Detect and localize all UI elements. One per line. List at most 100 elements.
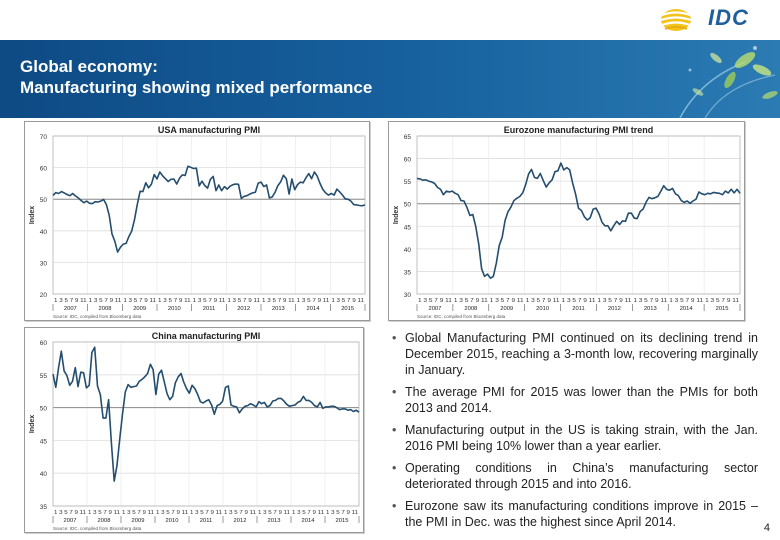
- x-month-tick-label: 1 3 5 7 9 11: [331, 298, 364, 304]
- y-tick-label: 40: [40, 229, 48, 236]
- plot-border: [52, 135, 366, 295]
- usa-pmi-chart: 20 30 40 50 60 70 USA manufacturing PMI Index 1 …: [24, 121, 370, 321]
- bullet-item: • The average PMI for 2015 was lower than…: [392, 384, 758, 416]
- x-month-tick-label: 1 3 5 7 9 11: [89, 298, 122, 304]
- x-month-tick-label: 1 3 5 7 9 11: [597, 298, 631, 304]
- title-banner: Global economy: Manufacturing showing mi…: [0, 40, 780, 118]
- x-year-label: 2011: [200, 518, 212, 524]
- x-month-tick-label: 1 3 5 7 9 11: [705, 298, 739, 304]
- y-tick-label: 45: [404, 224, 412, 231]
- x-year-label: 2010: [536, 306, 549, 312]
- plot-border: [416, 135, 741, 295]
- y-tick-label: 60: [404, 157, 412, 164]
- y-tick-label: 35: [404, 269, 412, 276]
- x-month-tick-label: 1 3 5 7 9 11: [526, 298, 560, 304]
- x-month-tick-label: 1 3 5 7 9 11: [224, 510, 256, 516]
- x-month-tick-label: 1 3 5 7 9 11: [54, 298, 87, 304]
- x-month-tick-label: 1 3 5 7 9 11: [156, 510, 188, 516]
- chart-title: USA manufacturing PMI: [158, 125, 260, 135]
- x-month-tick-label: 1 3 5 7 9 11: [190, 510, 222, 516]
- series-line: [52, 346, 360, 482]
- x-year-label: 2007: [428, 306, 441, 312]
- y-tick-label: 50: [404, 202, 412, 209]
- x-month-tick-label: 1 3 5 7 9 11: [297, 298, 330, 304]
- x-year-label: 2015: [336, 518, 349, 524]
- chart-title: Eurozone manufacturing PMI trend: [504, 125, 654, 135]
- x-month-tick-label: 1 3 5 7 9 11: [454, 298, 488, 304]
- page-title: Global economy: Manufacturing showing mi…: [20, 56, 372, 98]
- x-month-tick-label: 1 3 5 7 9 11: [193, 298, 226, 304]
- bullet-text: Operating conditions in China’s manufact…: [405, 461, 758, 491]
- china-pmi-chart: 35 40 45 50 55 60 China manufacturing PMI Index…: [24, 327, 364, 533]
- usa-pmi-chart-svg: 20 30 40 50 60 70 USA manufacturing PMI Index 1 …: [29, 125, 366, 319]
- y-tick-label: 30: [40, 260, 48, 267]
- x-year-label: 2012: [608, 306, 621, 312]
- x-month-tick-label: 1 3 5 7 9 11: [227, 298, 260, 304]
- y-tick-label: 55: [404, 179, 412, 186]
- bullet-item: • Eurozone saw its manufacturing conditio…: [392, 498, 758, 530]
- bullet-text: Manufacturing output in the US is taking…: [405, 423, 758, 453]
- plot-area: [53, 136, 365, 294]
- china-pmi-chart-svg: 35 40 45 50 55 60 China manufacturing PMI Index…: [29, 331, 360, 531]
- plot-border: [52, 341, 360, 507]
- x-year-label: 2008: [99, 306, 112, 312]
- x-year-label: 2012: [234, 518, 247, 524]
- y-axis-label: Index: [393, 206, 400, 224]
- x-year-label: 2012: [237, 306, 250, 312]
- logo-text: IDC: [708, 5, 749, 30]
- bullet-list: • Global Manufacturing PMI continued on i…: [392, 330, 758, 536]
- y-tick-label: 40: [404, 247, 412, 254]
- y-tick-label: 60: [40, 340, 48, 347]
- bullet-dot-icon: •: [392, 499, 397, 513]
- y-axis-label: Index: [29, 415, 36, 433]
- x-year-label: 2007: [64, 518, 77, 524]
- x-month-tick-label: 1 3 5 7 9 11: [123, 298, 156, 304]
- x-year-label: 2015: [341, 306, 354, 312]
- bullet-item: • Operating conditions in China’s manufac…: [392, 460, 758, 492]
- bullet-dot-icon: •: [392, 331, 397, 345]
- x-year-label: 2008: [464, 306, 477, 312]
- y-tick-label: 30: [404, 292, 412, 299]
- x-month-tick-label: 1 3 5 7 9 11: [292, 510, 324, 516]
- bullet-text: Eurozone saw its manufacturing condition…: [405, 499, 758, 529]
- bullet-dot-icon: •: [392, 461, 397, 475]
- x-month-tick-label: 1 3 5 7 9 11: [258, 510, 290, 516]
- series-line: [416, 162, 741, 279]
- x-month-tick-label: 1 3 5 7 9 11: [88, 510, 120, 516]
- eurozone-pmi-chart-svg: 30 35 40 45 50 55 60 65 Eurozone manufacturing P…: [393, 125, 741, 319]
- x-year-label: 2013: [268, 518, 281, 524]
- chart-title: China manufacturing PMI: [152, 331, 261, 341]
- eurozone-pmi-chart: 30 35 40 45 50 55 60 65 Eurozone manufacturing P…: [388, 121, 745, 321]
- x-month-tick-label: 1 3 5 7 9 11: [326, 510, 358, 516]
- bullet-dot-icon: •: [392, 385, 397, 399]
- x-year-label: 2009: [133, 306, 146, 312]
- x-month-tick-label: 1 3 5 7 9 11: [122, 510, 154, 516]
- y-tick-label: 50: [40, 197, 48, 204]
- source-note: Source: IDC, compiled from Bloomberg dat…: [53, 526, 142, 531]
- y-tick-label: 65: [404, 134, 412, 141]
- x-year-label: 2010: [168, 306, 181, 312]
- y-tick-label: 20: [40, 292, 48, 299]
- x-month-tick-label: 1 3 5 7 9 11: [54, 510, 86, 516]
- idc-logo-icon: [660, 9, 692, 31]
- x-month-tick-label: 1 3 5 7 9 11: [669, 298, 703, 304]
- plot-area: [417, 136, 740, 294]
- page-number: 4: [763, 522, 770, 534]
- x-month-tick-label: 1 3 5 7 9 11: [158, 298, 191, 304]
- bullet-dot-icon: •: [392, 423, 397, 437]
- x-month-tick-label: 1 3 5 7 9 11: [418, 298, 452, 304]
- plot-area: [53, 342, 359, 506]
- x-year-label: 2011: [572, 306, 584, 312]
- x-year-label: 2007: [64, 306, 77, 312]
- bullet-text: Global Manufacturing PMI continued on it…: [405, 331, 758, 377]
- y-tick-label: 55: [40, 373, 48, 380]
- page-title-line-1: Global economy:: [20, 57, 158, 76]
- y-tick-label: 50: [40, 406, 48, 413]
- x-month-tick-label: 1 3 5 7 9 11: [562, 298, 596, 304]
- leaf-decoration-icon: [679, 46, 778, 118]
- x-year-label: 2009: [132, 518, 145, 524]
- x-year-label: 2013: [644, 306, 657, 312]
- source-note: Source: IDC, compiled from Bloomberg dat…: [53, 314, 142, 319]
- x-year-label: 2014: [302, 518, 316, 524]
- y-tick-label: 70: [40, 134, 48, 141]
